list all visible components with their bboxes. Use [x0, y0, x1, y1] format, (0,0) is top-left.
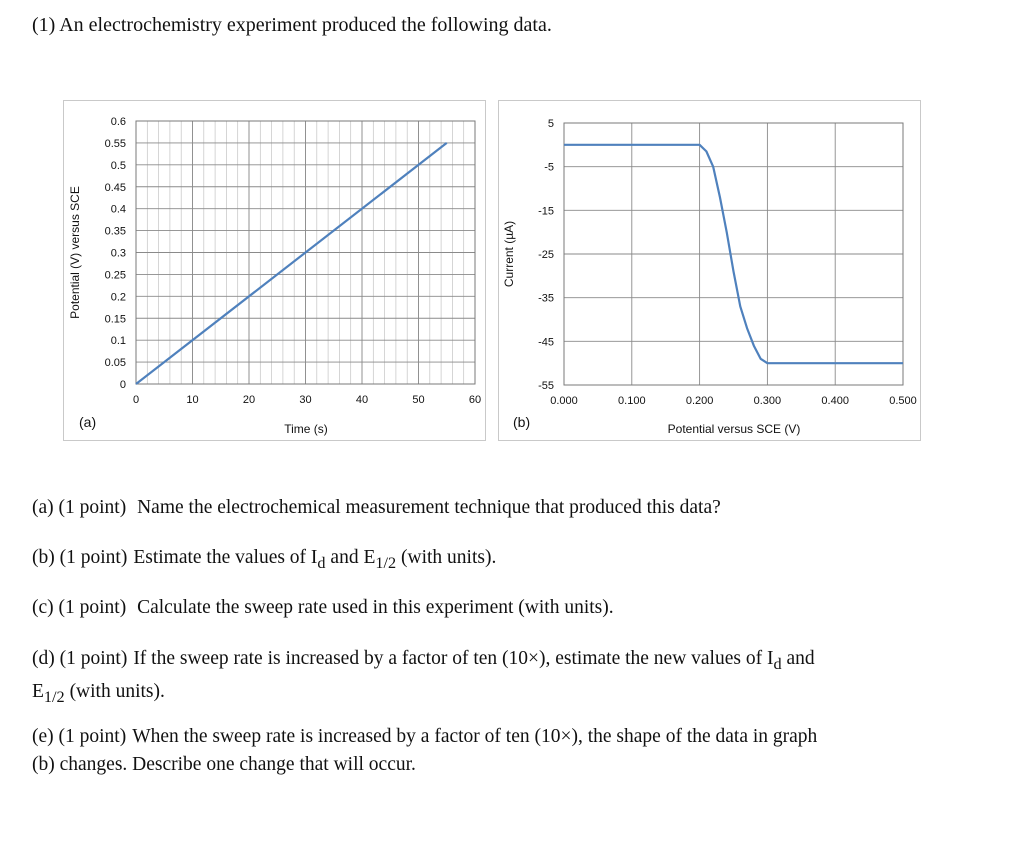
y-tick-label: 5	[548, 118, 554, 130]
x-tick-label: 0.500	[889, 395, 917, 407]
question-d-sub-half: 1/2	[43, 687, 65, 706]
panel-label: (b)	[513, 414, 530, 430]
x-tick-label: 0	[133, 394, 139, 406]
question-a-label: (a) (1 point)	[32, 497, 127, 518]
x-tick-label: 10	[186, 394, 198, 406]
panel-label: (a)	[79, 414, 96, 430]
potential-time-chart: 0 0.05 0.1 0.15 0.2 0.25 0.3 0.35 0.4 0.45 0.5 0.55…	[68, 116, 481, 436]
y-tick-label: 0.35	[105, 226, 126, 238]
question-c-text: Calculate the sweep rate used in this ex…	[137, 597, 614, 618]
y-tick-label: 0.25	[105, 269, 126, 281]
y-tick-label: -35	[538, 293, 554, 305]
question-e-text-2: (b) changes. Describe one change that wi…	[32, 754, 416, 775]
question-d-label: (d) (1 point)	[32, 648, 128, 669]
y-tick-label: 0.45	[105, 182, 126, 194]
y-tick-label: 0.15	[105, 313, 126, 325]
question-b-label: (b) (1 point)	[32, 547, 128, 568]
question-c-label: (c) (1 point)	[32, 597, 127, 618]
question-d-line-1: (d) (1 point) If the sweep rate is increa…	[32, 645, 962, 678]
y-tick-label: 0.1	[111, 335, 126, 347]
question-a-text: Name the electrochemical measurement tec…	[137, 497, 721, 518]
x-axis-title: Potential versus SCE (V)	[668, 422, 801, 436]
y-tick-label: -15	[538, 205, 554, 217]
question-d-text-2: and	[781, 648, 815, 669]
chart-b: 5 -5 -15 -25 -35 -45 -55 0.000 0.100 0.200 0.300 0.…	[498, 100, 921, 441]
question-d-text-3: E	[32, 680, 44, 702]
question-b-sub-half: 1/2	[375, 553, 397, 572]
x-tick-label: 20	[243, 394, 255, 406]
question-e: (e) (1 point) When the sweep rate is incr…	[32, 723, 962, 779]
y-tick-label: 0.3	[111, 248, 126, 260]
plot-area-border	[135, 120, 476, 385]
y-tick-label: 0.5	[111, 160, 126, 172]
x-tick-label: 60	[469, 394, 481, 406]
y-tick-label: 0.4	[111, 204, 126, 216]
x-tick-label: 0.200	[686, 395, 714, 407]
question-d-line-2: E1/2 (with units).	[32, 678, 962, 711]
y-axis-title: Current (µA)	[502, 221, 516, 287]
y-tick-label: -5	[544, 162, 554, 174]
y-tick-label: -55	[538, 380, 554, 392]
y-tick-label: 0.2	[111, 291, 126, 303]
x-tick-label: 0.000	[550, 395, 578, 407]
chart-a: 0 0.05 0.1 0.15 0.2 0.25 0.3 0.35 0.4 0.45 0.5 0.55…	[63, 100, 486, 441]
x-tick-label: 50	[412, 394, 424, 406]
x-tick-label: 0.100	[618, 395, 646, 407]
question-b: (b) (1 point) Estimate the values of Id a…	[32, 544, 962, 577]
question-a: (a) (1 point) Name the electrochemical m…	[32, 494, 962, 522]
x-axis-title: Time (s)	[284, 422, 328, 436]
data-series-line	[564, 143, 903, 365]
question-c: (c) (1 point) Calculate the sweep rate u…	[32, 594, 962, 622]
y-axis-title: Potential (V) versus SCE	[68, 186, 82, 319]
plot-area-border	[563, 122, 904, 386]
intro-text: (1) An electrochemistry experiment produ…	[32, 14, 552, 36]
y-tick-label: -25	[538, 249, 554, 261]
question-b-text-2: and E	[325, 547, 376, 568]
x-tick-label: 40	[356, 394, 368, 406]
x-tick-label: 30	[299, 394, 311, 406]
question-b-text-1: Estimate the values of I	[133, 547, 318, 568]
voltammogram-chart: 5 -5 -15 -25 -35 -45 -55 0.000 0.100 0.200 0.300 0.…	[502, 118, 917, 436]
question-d: (d) (1 point) If the sweep rate is increa…	[32, 645, 962, 711]
question-e-line-1: (e) (1 point) When the sweep rate is incr…	[32, 723, 962, 751]
x-tick-label: 0.400	[821, 395, 849, 407]
question-d-text-4: (with units).	[64, 680, 165, 702]
question-d-text-1: If the sweep rate is increased by a fact…	[133, 648, 774, 669]
y-tick-label: 0.05	[105, 357, 126, 369]
question-b-text-3: (with units).	[396, 547, 497, 568]
question-d-sub-d: d	[773, 654, 782, 673]
y-tick-label: 0.55	[105, 138, 126, 150]
y-tick-label: -45	[538, 336, 554, 348]
data-series-line	[135, 142, 448, 385]
y-tick-label: 0	[120, 379, 126, 391]
question-e-label: (e) (1 point)	[32, 726, 127, 747]
question-e-text-1: When the sweep rate is increased by a fa…	[132, 726, 818, 747]
y-tick-label: 0.6	[111, 116, 126, 128]
x-tick-label: 0.300	[754, 395, 782, 407]
question-b-sub-d: d	[317, 553, 326, 572]
